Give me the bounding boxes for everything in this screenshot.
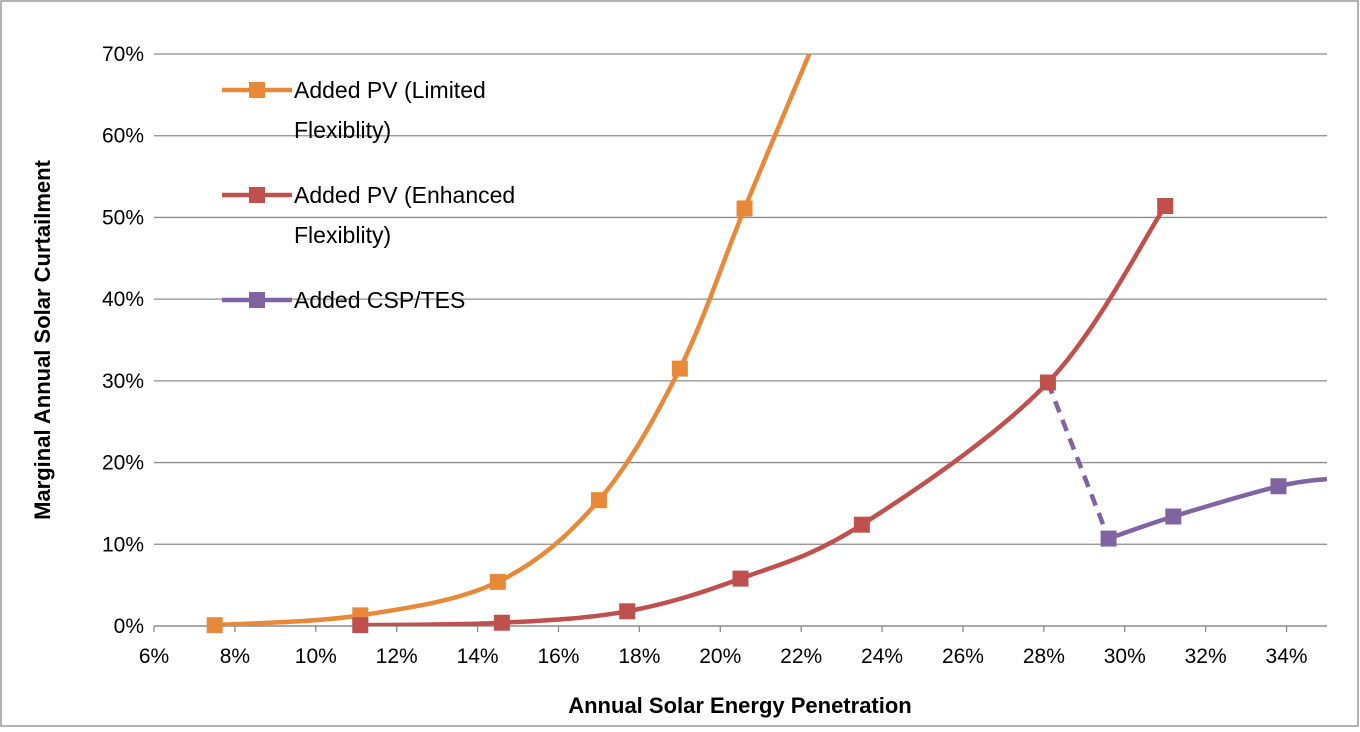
data-point xyxy=(493,614,510,631)
axes: 0% 10% 20% 30% 40% 50% 60% 70% 6% 8% 10% 12% 14% 16% 1… xyxy=(102,43,1327,668)
x-tick-label: 22% xyxy=(780,645,822,668)
data-point xyxy=(1157,197,1174,214)
y-tick-label: 30% xyxy=(102,370,144,393)
legend-marker xyxy=(249,292,265,308)
y-tick-label: 0% xyxy=(114,615,144,638)
series-markers xyxy=(206,197,1287,634)
legend-label: Added PV (Enhanced xyxy=(294,182,515,208)
x-tick-label: 34% xyxy=(1266,645,1308,668)
data-point xyxy=(1100,530,1117,547)
data-point xyxy=(352,617,369,634)
y-tick-label: 40% xyxy=(102,288,144,311)
data-point xyxy=(853,516,870,533)
data-point xyxy=(1165,508,1182,525)
y-tick-label: 70% xyxy=(102,43,144,66)
y-tick-label: 10% xyxy=(102,533,144,556)
data-point xyxy=(1039,374,1056,391)
data-point xyxy=(489,573,506,590)
legend-marker xyxy=(249,82,265,98)
y-tick-label: 50% xyxy=(102,206,144,229)
x-axis-title: Annual Solar Energy Penetration xyxy=(568,693,912,718)
data-point xyxy=(206,617,223,634)
y-tick-label: 60% xyxy=(102,125,144,148)
data-point xyxy=(732,570,749,587)
x-tick-label: 24% xyxy=(861,645,903,668)
data-point xyxy=(590,492,607,509)
legend-label: Added PV (Limited xyxy=(294,77,486,103)
legend-item-2: Added PV (Enhanced Flexiblity) xyxy=(222,182,515,248)
x-tick-label: 16% xyxy=(537,645,579,668)
legend-label: Added CSP/TES xyxy=(294,287,465,313)
x-tick-label: 32% xyxy=(1185,645,1227,668)
x-tick-label: 8% xyxy=(220,645,250,668)
legend-marker xyxy=(249,187,265,203)
legend-label: Flexiblity) xyxy=(294,222,391,248)
data-point xyxy=(619,603,636,620)
x-tick-label: 26% xyxy=(942,645,984,668)
data-point xyxy=(736,200,753,217)
x-tick-label: 30% xyxy=(1104,645,1146,668)
dashed-connector xyxy=(1045,381,1111,540)
x-tick-label: 10% xyxy=(295,645,337,668)
x-tick-label: 12% xyxy=(376,645,418,668)
x-tick-label: 20% xyxy=(699,645,741,668)
x-tick-label: 14% xyxy=(457,645,499,668)
series-line-3 xyxy=(1107,476,1327,541)
x-tick-label: 6% xyxy=(139,645,169,668)
y-axis-title: Marginal Annual Solar Curtailment xyxy=(30,159,55,519)
data-point xyxy=(671,360,688,377)
x-tick-label: 18% xyxy=(618,645,660,668)
y-tick-label: 20% xyxy=(102,452,144,475)
legend-label: Flexiblity) xyxy=(294,117,391,143)
x-tick-label: 28% xyxy=(1023,645,1065,668)
legend-item-3: Added CSP/TES xyxy=(222,287,465,313)
legend-item-1: Added PV (Limited Flexiblity) xyxy=(222,77,486,143)
data-point xyxy=(1270,478,1287,495)
